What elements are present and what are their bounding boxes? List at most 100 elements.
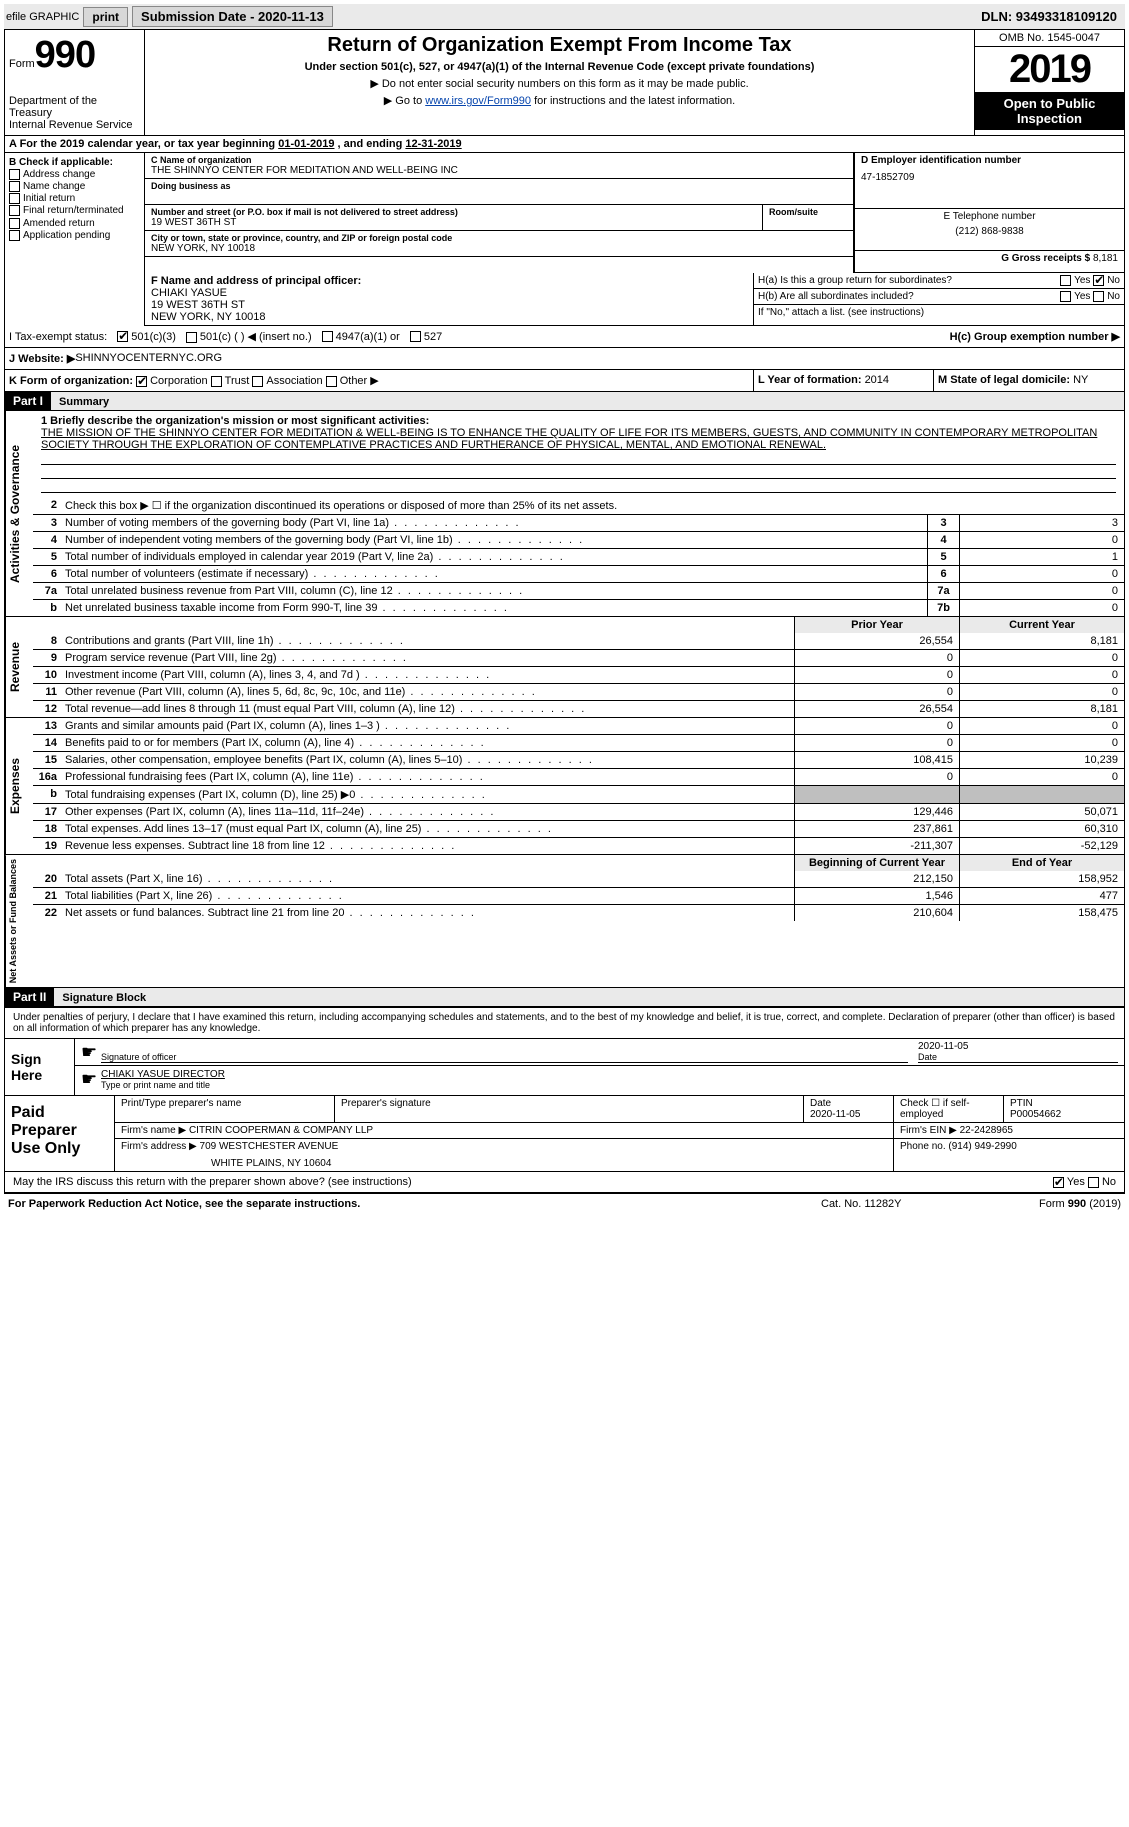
irs-label: Internal Revenue Service	[9, 119, 140, 131]
k-assoc: Association	[266, 375, 322, 387]
ein-val: 47-1852709	[861, 172, 1118, 183]
addr-lbl: Number and street (or P.O. box if mail i…	[151, 207, 756, 217]
prep-self: Check ☐ if self-employed	[894, 1096, 1004, 1122]
footer-cat: Cat. No. 11282Y	[821, 1198, 981, 1210]
part2-title: Signature Block	[54, 990, 154, 1006]
k-other: Other ▶	[340, 375, 379, 387]
hdr-end: End of Year	[959, 855, 1124, 871]
l-lbl: L Year of formation:	[758, 374, 865, 386]
return-title: Return of Organization Exempt From Incom…	[149, 34, 970, 57]
ssn-note: ▶ Do not enter social security numbers o…	[149, 77, 970, 90]
period-row: A For the 2019 calendar year, or tax yea…	[4, 136, 1125, 153]
ptin-lbl: PTIN	[1010, 1098, 1118, 1109]
tax-a1: 4947(a)(1) or	[336, 331, 400, 343]
dln-label: DLN: 93493318109120	[981, 9, 1123, 24]
phone-val: (212) 868-9838	[861, 226, 1118, 237]
form-prefix: Form	[9, 58, 35, 70]
period-begin: 01-01-2019	[278, 138, 334, 150]
vtab-na: Net Assets or Fund Balances	[5, 855, 33, 987]
m-lbl: M State of legal domicile:	[938, 374, 1073, 386]
cb-name: Name change	[23, 181, 85, 192]
cb-amended: Amended return	[23, 218, 95, 229]
part1-hdr: Part I	[5, 392, 51, 410]
officer-a2: NEW YORK, NY 10018	[151, 311, 747, 323]
vtab-rev: Revenue	[5, 617, 33, 717]
website: SHINNYOCENTERNYC.ORG	[75, 352, 222, 365]
tax-year: 2019	[975, 47, 1124, 92]
prep-sig-lbl: Preparer's signature	[335, 1096, 804, 1122]
perjury-text: Under penalties of perjury, I declare th…	[5, 1008, 1124, 1039]
hb-note: If "No," attach a list. (see instruction…	[758, 307, 924, 318]
vtab-gov: Activities & Governance	[5, 411, 33, 616]
inspect2: Inspection	[979, 111, 1120, 126]
sign-here: Sign Here	[5, 1039, 75, 1095]
firm-addr2: WHITE PLAINS, NY 10604	[121, 1152, 887, 1169]
prep-title: Paid Preparer Use Only	[5, 1096, 115, 1171]
firm-ein: 22-2428965	[960, 1125, 1013, 1136]
street-addr: 19 WEST 36TH ST	[151, 217, 756, 228]
sig-date-lbl: Date	[918, 1052, 1118, 1062]
period-a: A For the 2019 calendar year, or tax yea…	[9, 138, 278, 150]
form-header: Form990 Department of the Treasury Inter…	[4, 29, 1125, 136]
omb-number: OMB No. 1545-0047	[975, 30, 1124, 47]
k-lbl: K Form of organization:	[9, 375, 133, 387]
efile-label: efile GRAPHIC	[6, 11, 79, 23]
city-val: NEW YORK, NY 10018	[151, 243, 847, 254]
discuss-no: No	[1102, 1176, 1116, 1188]
prep-name-lbl: Print/Type preparer's name	[115, 1096, 335, 1122]
hdr-beg: Beginning of Current Year	[794, 855, 959, 871]
room-lbl: Room/suite	[769, 207, 847, 217]
hb-yes: Yes	[1074, 291, 1090, 302]
inspect1: Open to Public	[979, 96, 1120, 111]
web-lbl: J Website: ▶	[9, 352, 75, 365]
ptin-val: P00054662	[1010, 1109, 1118, 1120]
city-lbl: City or town, state or province, country…	[151, 233, 847, 243]
cb-addr: Address change	[23, 169, 95, 180]
hdr-current: Current Year	[959, 617, 1124, 633]
sig-name: CHIAKI YASUE DIRECTOR	[101, 1069, 1118, 1080]
tax-lbl: I Tax-exempt status:	[9, 331, 107, 343]
name-lbl: C Name of organization	[151, 155, 847, 165]
firm-ph-lbl: Phone no.	[900, 1141, 948, 1152]
return-subtitle: Under section 501(c), 527, or 4947(a)(1)…	[149, 61, 970, 73]
period-end: 12-31-2019	[405, 138, 461, 150]
goto-pre: ▶ Go to	[384, 95, 425, 107]
firm-name-lbl: Firm's name ▶	[121, 1125, 189, 1136]
colB-header: B Check if applicable:	[9, 157, 140, 168]
prep-date: 2020-11-05	[810, 1109, 887, 1120]
firm-ph: (914) 949-2990	[948, 1141, 1016, 1152]
ha-no: No	[1107, 275, 1120, 286]
cb-final: Final return/terminated	[23, 206, 124, 217]
hb-lbl: H(b) Are all subordinates included?	[758, 291, 1060, 302]
print-button[interactable]: print	[83, 7, 128, 27]
discuss-lbl: May the IRS discuss this return with the…	[13, 1176, 412, 1188]
ha-yes: Yes	[1074, 275, 1090, 286]
dba-lbl: Doing business as	[151, 181, 847, 191]
mission-lbl: 1 Briefly describe the organization's mi…	[41, 415, 1116, 427]
sig-date: 2020-11-05	[918, 1041, 1118, 1052]
goto-post: for instructions and the latest informat…	[531, 95, 735, 107]
m-val: NY	[1073, 374, 1088, 386]
hb-no: No	[1107, 291, 1120, 302]
hc-lbl: H(c) Group exemption number ▶	[950, 330, 1120, 343]
k-trust: Trust	[225, 375, 250, 387]
sig-lbl: Signature of officer	[101, 1052, 908, 1062]
vtab-exp: Expenses	[5, 718, 33, 854]
mission-txt: THE MISSION OF THE SHINNYO CENTER FOR ME…	[41, 427, 1116, 451]
period-mid: , and ending	[338, 138, 406, 150]
tax-c: 501(c) ( ) ◀ (insert no.)	[200, 331, 312, 343]
ha-lbl: H(a) Is this a group return for subordin…	[758, 275, 1060, 286]
tax-527: 527	[424, 331, 442, 343]
part2-hdr: Part II	[5, 988, 54, 1006]
gross-lbl: G Gross receipts $	[1001, 253, 1093, 264]
officer-a1: 19 WEST 36TH ST	[151, 299, 747, 311]
discuss-yes: Yes	[1067, 1176, 1085, 1188]
footer-form: 990	[1068, 1198, 1086, 1210]
hdr-prior: Prior Year	[794, 617, 959, 633]
firm-ein-lbl: Firm's EIN ▶	[900, 1125, 960, 1136]
cb-initial: Initial return	[23, 193, 75, 204]
l-val: 2014	[865, 374, 889, 386]
form-number: 990	[35, 34, 95, 76]
irs-link[interactable]: www.irs.gov/Form990	[425, 95, 531, 107]
org-name: THE SHINNYO CENTER FOR MEDITATION AND WE…	[151, 165, 847, 176]
